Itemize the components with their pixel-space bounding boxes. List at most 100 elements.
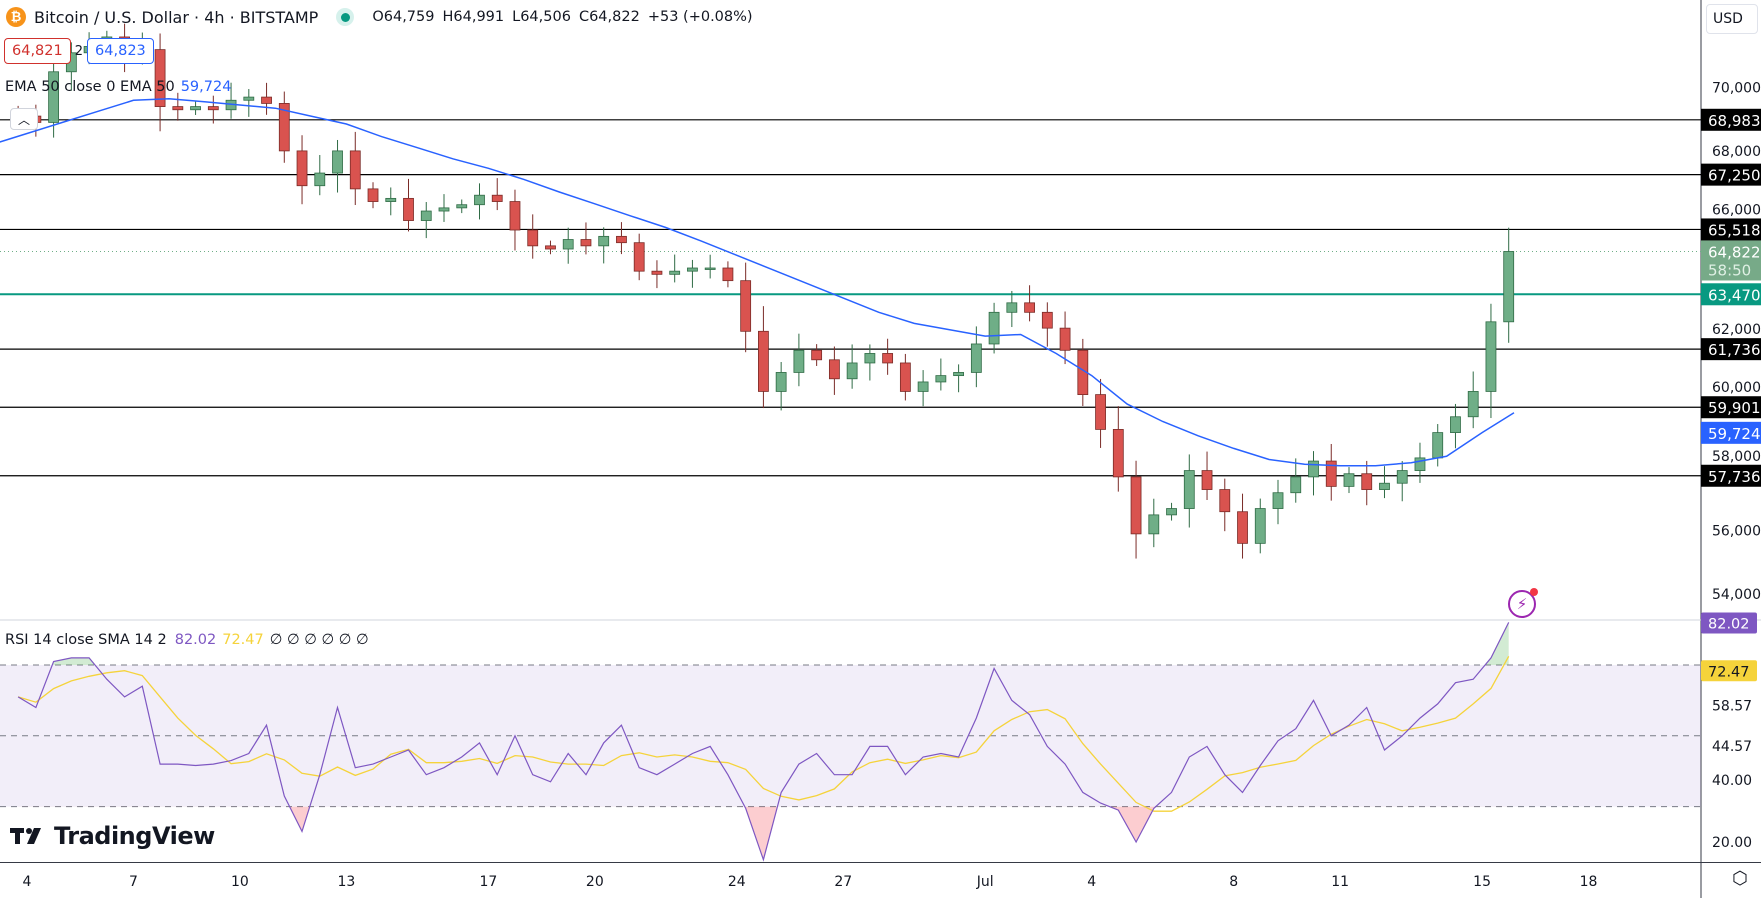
level-price-label: 59,901 <box>1708 399 1761 417</box>
sell-button[interactable]: 64,821 <box>4 38 71 64</box>
candle-body <box>420 210 432 221</box>
currency-button[interactable]: USD <box>1706 4 1758 34</box>
low-value: L64,506 <box>512 9 571 25</box>
candle-body <box>1024 302 1035 313</box>
candle-body <box>562 239 574 250</box>
ema-legend-label: EMA 50 close 0 EMA 50 <box>5 79 175 95</box>
candle-body <box>811 349 823 361</box>
rsi-sma-legend-value: 72.47 <box>222 632 264 648</box>
rsi-value-tag <box>1701 612 1757 634</box>
time-tick-label: 27 <box>834 874 852 890</box>
candle-body <box>154 49 166 107</box>
candle-body <box>207 106 219 111</box>
trade-panel: 64,821 2 64,823 <box>4 38 154 64</box>
rsi-tick-label: 40.00 <box>1712 773 1752 789</box>
time-tick-label: 18 <box>1580 874 1598 890</box>
symbol-header: ₿ Bitcoin / U.S. Dollar · 4h · BITSTAMP … <box>6 7 753 27</box>
ema-price-label: 59,724 <box>1708 425 1761 443</box>
candle-body <box>935 375 947 383</box>
rsi-tick-label: 58.57 <box>1712 698 1752 714</box>
candle-body <box>1325 460 1337 487</box>
rsi-legend-value: 82.02 <box>174 632 217 648</box>
candle-body <box>758 330 769 392</box>
close-value: C64,822 <box>578 9 640 25</box>
settings-icon[interactable]: ⬡ <box>1732 868 1748 889</box>
candle-body <box>261 96 272 104</box>
candle-body <box>1006 302 1018 313</box>
candle-body <box>438 207 450 212</box>
candle-body <box>48 71 60 123</box>
candle-body <box>1414 457 1426 471</box>
tradingview-logo: TradingView <box>10 822 215 850</box>
tradingview-logo-icon <box>10 828 41 844</box>
candle-body <box>403 197 414 221</box>
level-price-tag <box>1701 163 1761 186</box>
time-tick-label: 4 <box>1087 874 1096 890</box>
time-tick-label: 17 <box>479 874 497 890</box>
price-tick-label: 60,000 <box>1712 380 1761 396</box>
candle-body <box>633 242 645 272</box>
ema-line <box>0 97 1515 467</box>
price-tick-label: 58,000 <box>1712 449 1761 465</box>
candle-body <box>1201 470 1213 490</box>
buy-button[interactable]: 64,823 <box>87 38 154 64</box>
level-price-tag <box>1701 338 1761 361</box>
candle-body <box>882 353 894 364</box>
candle-body <box>1130 476 1142 535</box>
price-axis[interactable]: 68,983 67,250 65,518 63,470 61,736 59,901 57,7… <box>1701 81 1761 603</box>
rsi-axis[interactable]: 58.57 44.57 40.00 20.00 82.02 72.47 <box>1701 612 1757 851</box>
brand-name: TradingView <box>54 822 215 850</box>
ohlc-values: O64,759 H64,991 L64,506 C64,822 +53 (+0.… <box>372 9 752 25</box>
symbol-title[interactable]: Bitcoin / U.S. Dollar · 4h · BITSTAMP <box>34 7 319 27</box>
candle-body <box>1112 429 1124 478</box>
candle-body <box>474 194 485 206</box>
candle-body <box>314 172 326 187</box>
candle-body <box>1237 511 1248 544</box>
level-price-label: 65,518 <box>1708 221 1761 239</box>
level-price-label: 63,470 <box>1708 286 1761 304</box>
collapse-legend-button[interactable]: ︿ <box>10 108 38 130</box>
chevron-up-icon: ︿ <box>17 112 30 127</box>
candle-body <box>367 188 379 202</box>
candle-body <box>1503 251 1515 323</box>
time-tick-label: 13 <box>337 874 355 890</box>
price-tick-label: 56,000 <box>1712 524 1761 540</box>
time-axis[interactable]: 4 7 10 13 17 20 24 27 Jul 4 8 11 15 18 <box>23 874 1598 890</box>
rsi-sma-label: 72.47 <box>1708 664 1750 680</box>
candle-body <box>970 343 982 373</box>
rsi-legend[interactable]: RSI 14 close SMA 14 2 82.02 72.47 ∅ ∅ ∅ ∅ ∅… <box>5 632 369 648</box>
time-tick-label: 7 <box>129 874 138 890</box>
level-price-tag <box>1701 218 1761 241</box>
ema-price-tag <box>1701 421 1761 444</box>
rsi-legend-extras: ∅ ∅ ∅ ∅ ∅ ∅ <box>269 632 369 648</box>
candle-body <box>332 150 343 174</box>
lightning-alert-icon[interactable]: ⚡ <box>1508 588 1538 618</box>
time-tick-label: 20 <box>586 874 604 890</box>
rsi-sma-line <box>17 655 1510 812</box>
time-tick-label: 11 <box>1331 874 1349 890</box>
candle-body <box>1148 514 1160 535</box>
candle-body <box>456 204 468 209</box>
candle-body <box>1432 432 1444 459</box>
price-tick-label: 70,000 <box>1712 81 1761 97</box>
candle-body <box>278 103 290 152</box>
candle-body <box>722 267 734 282</box>
candle-body <box>669 270 681 275</box>
candle-body <box>1183 470 1195 509</box>
candle-body <box>651 270 663 275</box>
market-open-icon <box>336 8 355 26</box>
candle-body <box>1095 394 1106 430</box>
level-price-label: 67,250 <box>1708 167 1761 185</box>
price-tick-label: 62,000 <box>1712 322 1761 338</box>
candle-body <box>1219 489 1231 513</box>
bar-countdown-label: 58:50 <box>1708 261 1751 279</box>
candle-body <box>580 239 592 247</box>
candle-body <box>172 106 184 111</box>
ema-legend[interactable]: EMA 50 close 0 EMA 50 59,724 <box>5 79 231 95</box>
level-price-tag <box>1701 108 1761 131</box>
open-value: O64,759 <box>372 9 435 25</box>
spread-value: 2 <box>74 43 84 59</box>
time-tick-label: 15 <box>1473 874 1491 890</box>
